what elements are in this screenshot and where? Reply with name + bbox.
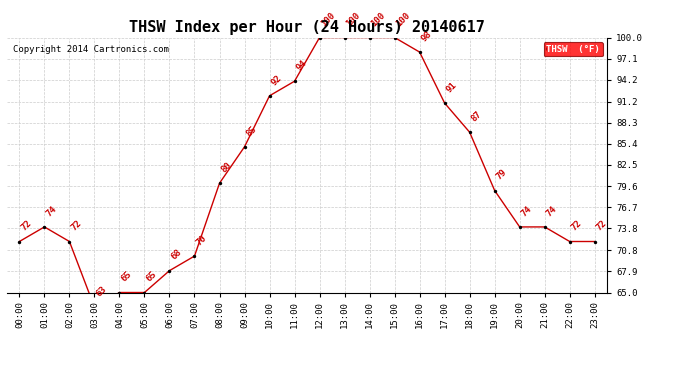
Point <box>539 224 550 230</box>
Point <box>164 268 175 274</box>
Text: 98: 98 <box>420 29 433 44</box>
Point <box>64 238 75 244</box>
Title: THSW Index per Hour (24 Hours) 20140617: THSW Index per Hour (24 Hours) 20140617 <box>129 20 485 35</box>
Text: 100: 100 <box>395 11 413 29</box>
Point <box>14 238 25 244</box>
Text: 100: 100 <box>370 11 387 29</box>
Text: 72: 72 <box>595 219 609 233</box>
Point <box>339 34 350 40</box>
Point <box>589 238 600 244</box>
Text: 100: 100 <box>344 11 362 29</box>
Text: Copyright 2014 Cartronics.com: Copyright 2014 Cartronics.com <box>13 45 169 54</box>
Point <box>314 34 325 40</box>
Text: 94: 94 <box>295 58 308 72</box>
Text: 65: 65 <box>144 270 159 284</box>
Text: 74: 74 <box>520 204 533 218</box>
Text: 72: 72 <box>570 219 584 233</box>
Point <box>514 224 525 230</box>
Text: 91: 91 <box>444 80 459 94</box>
Text: 63: 63 <box>95 284 108 298</box>
Point <box>189 253 200 259</box>
Point <box>39 224 50 230</box>
Text: 87: 87 <box>470 110 484 123</box>
Point <box>139 290 150 296</box>
Text: 85: 85 <box>244 124 259 138</box>
Point <box>114 290 125 296</box>
Text: 100: 100 <box>319 11 337 29</box>
Point <box>489 188 500 194</box>
Point <box>89 304 100 310</box>
Point <box>389 34 400 40</box>
Point <box>364 34 375 40</box>
Text: 70: 70 <box>195 233 208 248</box>
Legend: THSW  (°F): THSW (°F) <box>544 42 602 56</box>
Point <box>214 180 225 186</box>
Point <box>464 129 475 135</box>
Text: 74: 74 <box>44 204 59 218</box>
Text: 92: 92 <box>270 73 284 87</box>
Text: 74: 74 <box>544 204 559 218</box>
Point <box>439 100 450 106</box>
Text: 65: 65 <box>119 270 133 284</box>
Text: 68: 68 <box>170 248 184 262</box>
Text: 79: 79 <box>495 168 509 182</box>
Point <box>264 93 275 99</box>
Point <box>564 238 575 244</box>
Point <box>289 78 300 84</box>
Text: 72: 72 <box>19 219 33 233</box>
Point <box>414 49 425 55</box>
Text: 72: 72 <box>70 219 83 233</box>
Text: 80: 80 <box>219 160 233 174</box>
Point <box>239 144 250 150</box>
